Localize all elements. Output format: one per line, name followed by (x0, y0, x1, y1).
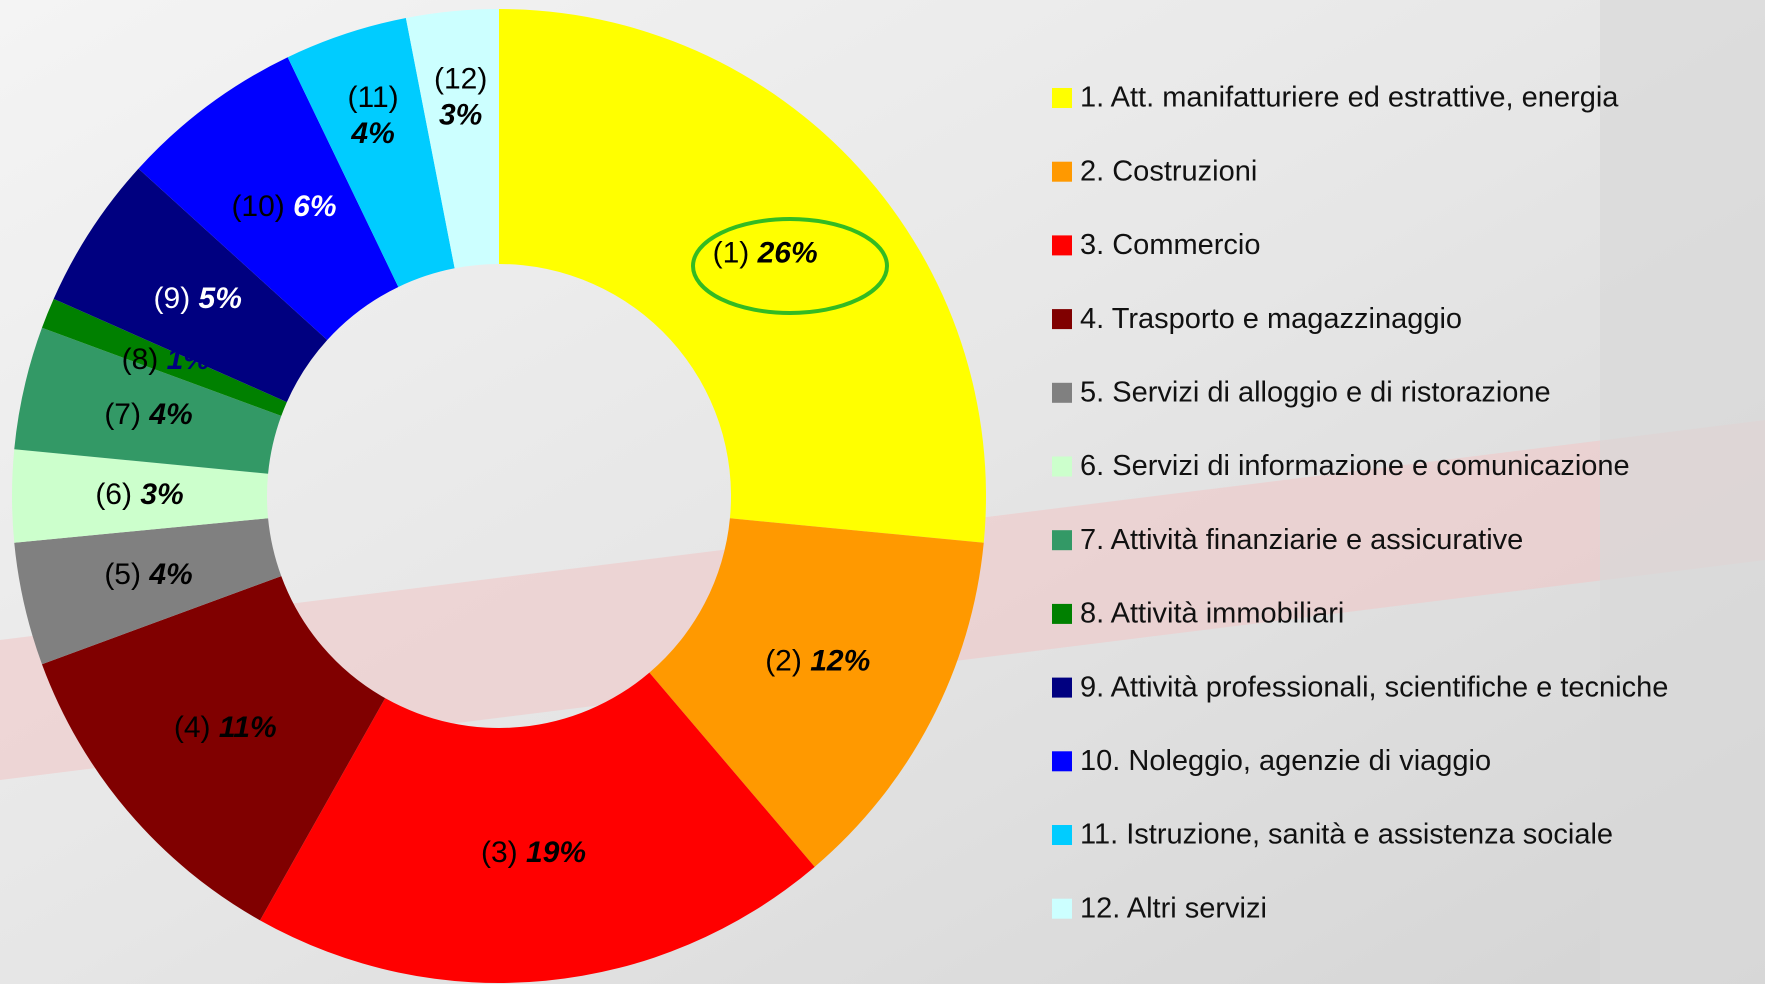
legend-swatch (1052, 677, 1072, 698)
value-label: 3% (439, 98, 482, 131)
slice-label: (12) 3% (434, 62, 487, 131)
value-label: 11% (219, 711, 277, 744)
value-label: 4% (148, 558, 192, 591)
donut-slice (405, 9, 499, 269)
slice-label: (11) 4% (348, 81, 399, 150)
donut-slice (138, 57, 399, 341)
value-label: 26% (757, 236, 818, 269)
value-label: 4% (350, 117, 394, 150)
highlight-ellipse (691, 217, 889, 315)
slice-number: (4) (174, 711, 211, 744)
donut: (1) 26% (2) 12% (3) 19% (4) 11% (5) 4% (6) 3%… (12, 9, 986, 983)
donut-slice (14, 518, 282, 665)
donut-slice (41, 576, 386, 921)
legend-swatch (1052, 456, 1072, 477)
legend-label: 4. Trasporto e magazzinaggio (1080, 303, 1462, 335)
slice-number: (1) (713, 236, 750, 269)
value-label: 19% (526, 836, 586, 869)
donut-slice (287, 17, 455, 287)
value-label: 6% (293, 190, 336, 223)
slice-number: (3) (481, 836, 518, 869)
legend-swatch (1052, 898, 1072, 919)
slice-label: (10) 6% (231, 190, 336, 223)
slice-number: (6) (95, 478, 132, 511)
donut-slice (41, 298, 287, 416)
legend-swatch (1052, 603, 1072, 624)
background-panel (1600, 0, 1765, 984)
value-label: 4% (148, 398, 192, 431)
donut-slice (649, 518, 984, 867)
legend-label: 7. Attività finanziarie e assicurative (1080, 524, 1523, 556)
donut-slice (260, 672, 815, 983)
slice-number: (7) (104, 398, 141, 431)
legend-label: 9. Attività professionali, scientifiche … (1080, 671, 1668, 703)
legend-label: 2. Costruzioni (1080, 155, 1257, 187)
legend-swatch (1052, 235, 1072, 256)
slice-number: (9) (154, 282, 191, 315)
slice-label: (5) 4% (104, 558, 192, 591)
legend-label: 5. Servizi di alloggio e di ristorazione (1080, 376, 1551, 408)
slice-number: (2) (765, 644, 802, 677)
slice-label: (1) 26% (713, 236, 818, 269)
legend-swatch (1052, 751, 1072, 772)
slice-label: (3) 19% (481, 836, 586, 869)
slice-number: (5) (104, 558, 141, 591)
slice-number: (11) (348, 81, 399, 114)
slice-label: (6) 3% (95, 478, 183, 511)
value-label: 12% (810, 644, 870, 677)
donut-slice (499, 9, 986, 543)
value-label: 3% (140, 478, 183, 511)
donut-slice (14, 327, 282, 474)
legend-label: 6. Servizi di informazione e comunicazio… (1080, 450, 1630, 482)
legend-label: 11. Istruzione, sanità e assistenza soci… (1080, 819, 1613, 851)
legend-swatch (1052, 161, 1072, 182)
legend-label: 8. Attività immobiliari (1080, 598, 1344, 630)
slice-label: (4) 11% (174, 711, 277, 744)
slice-label: (9) 5% (154, 282, 242, 315)
legend-swatch (1052, 530, 1072, 551)
slice-label: (2) 12% (765, 644, 870, 677)
legend-label: 10. Noleggio, agenzie di viaggio (1080, 745, 1491, 777)
legend-swatch (1052, 825, 1072, 845)
legend-label: 1. Att. manifatturiere ed estrattive, en… (1080, 82, 1619, 114)
slice-number: (12) (434, 62, 487, 95)
slice-number: (8) (122, 343, 159, 376)
legend-swatch (1052, 88, 1072, 108)
legend-label: 12. Altri servizi (1080, 892, 1267, 924)
slice-label: (7) 4% (104, 398, 192, 431)
slice-number: (10) (231, 190, 284, 223)
value-label: 5% (199, 282, 242, 315)
legend-swatch (1052, 309, 1072, 330)
legend: 1. Att. manifatturiere ed estrattive, en… (1052, 82, 1668, 924)
donut-slice (12, 449, 269, 543)
donut-slice (53, 168, 328, 403)
legend-label: 3. Commercio (1080, 229, 1261, 261)
legend-swatch (1052, 382, 1072, 403)
